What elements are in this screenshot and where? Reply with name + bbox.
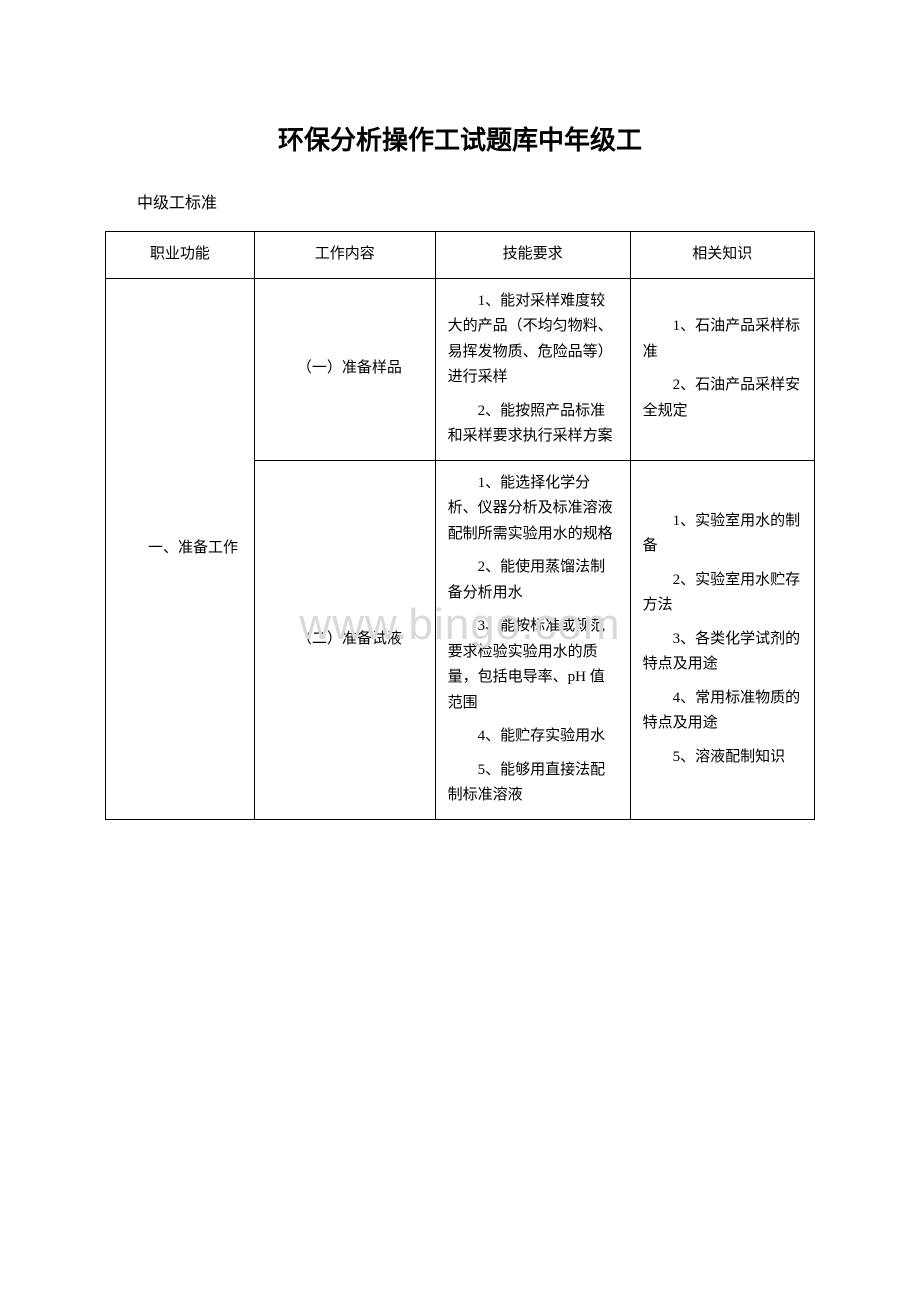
header-col1: 职业功能 — [106, 232, 255, 279]
document-subtitle: 中级工标准 — [105, 189, 815, 213]
knowledge-item: 4、常用标准物质的特点及用途 — [643, 686, 802, 737]
knowledge-item: 3、各类化学试剂的特点及用途 — [643, 627, 802, 678]
header-col4: 相关知识 — [630, 232, 814, 279]
skills-cell-0: 1、能对采样难度较大的产品（不均匀物料、易挥发物质、危险品等）进行采样 2、能按… — [435, 278, 630, 460]
skill-item: 2、能按照产品标准和采样要求执行采样方案 — [448, 399, 618, 450]
skill-item: 1、能选择化学分析、仪器分析及标准溶液配制所需实验用水的规格 — [448, 471, 618, 548]
knowledge-cell-1: 1、实验室用水的制备 2、实验室用水贮存方法 3、各类化学试剂的特点及用途 4、… — [630, 460, 814, 819]
skill-item: 4、能贮存实验用水 — [448, 724, 618, 750]
header-col2: 工作内容 — [254, 232, 435, 279]
table-header-row: 职业功能 工作内容 技能要求 相关知识 — [106, 232, 815, 279]
knowledge-item: 2、石油产品采样安全规定 — [643, 373, 802, 424]
skills-cell-1: 1、能选择化学分析、仪器分析及标准溶液配制所需实验用水的规格 2、能使用蒸馏法制… — [435, 460, 630, 819]
knowledge-item: 2、实验室用水贮存方法 — [643, 568, 802, 619]
table-row: 一、准备工作 （一）准备样品 1、能对采样难度较大的产品（不均匀物料、易挥发物质… — [106, 278, 815, 460]
knowledge-item: 5、溶液配制知识 — [643, 745, 802, 771]
knowledge-item: 1、石油产品采样标准 — [643, 314, 802, 365]
knowledge-cell-0: 1、石油产品采样标准 2、石油产品采样安全规定 — [630, 278, 814, 460]
skill-item: 1、能对采样难度较大的产品（不均匀物料、易挥发物质、危险品等）进行采样 — [448, 289, 618, 391]
standards-table: 职业功能 工作内容 技能要求 相关知识 一、准备工作 （一）准备样品 1、能对采… — [105, 231, 815, 820]
header-col3: 技能要求 — [435, 232, 630, 279]
section-cell: 一、准备工作 — [106, 278, 255, 819]
skill-item: 3、能按标准或规范要求检验实验用水的质量，包括电导率、pH 值范围 — [448, 614, 618, 716]
work-cell-0: （一）准备样品 — [254, 278, 435, 460]
skill-item: 2、能使用蒸馏法制备分析用水 — [448, 555, 618, 606]
skill-item: 5、能够用直接法配制标准溶液 — [448, 758, 618, 809]
knowledge-item: 1、实验室用水的制备 — [643, 509, 802, 560]
document-title: 环保分析操作工试题库中年级工 — [105, 120, 815, 157]
work-cell-1: （二）准备试液 — [254, 460, 435, 819]
